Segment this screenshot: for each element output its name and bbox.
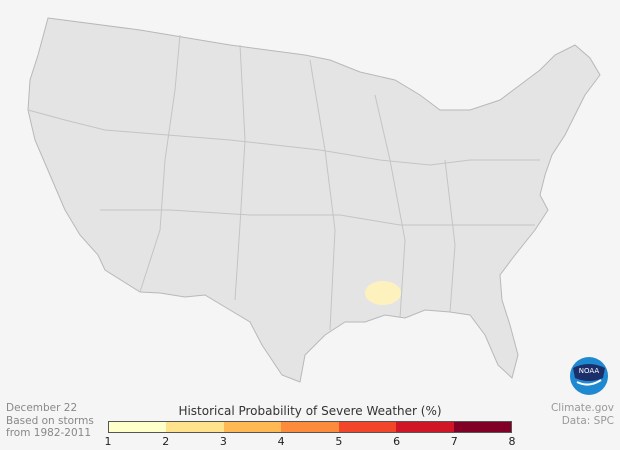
legend-tick: 4 [277,435,285,448]
svg-text:NOAA: NOAA [579,367,600,375]
us-map [27,17,601,383]
legend-swatch-5 [338,422,397,432]
basis-line-2: from 1982-2011 [6,427,92,439]
credit-note: Climate.gov Data: SPC [551,402,614,427]
state-borders [27,34,540,331]
noaa-logo: NOAA [569,356,609,400]
legend-tick: 7 [450,435,458,448]
legend-swatch-1 [109,422,167,432]
credit-label: Climate.gov [550,402,614,414]
legend-tick: 1 [104,435,112,448]
legend-swatch-4 [281,422,339,432]
legend-tick: 6 [393,435,401,448]
legend-swatch-6 [396,422,454,432]
legend-tick: 2 [162,435,170,448]
legend-swatch-7 [453,422,511,432]
probability-area [365,281,401,305]
source-label: Data: SPC [561,414,614,427]
legend-tick: 3 [219,435,227,448]
date-note: December 22 Based on storms from 1982-20… [6,402,94,440]
basis-line-1: Based on storms [6,414,94,427]
legend-tick: 8 [508,435,516,448]
date-label: December 22 [6,402,78,414]
legend-title: Historical Probability of Severe Weather… [178,404,442,418]
legend-swatch-3 [223,422,282,432]
legend-color-bar [108,421,512,433]
legend-tick: 5 [335,435,343,448]
us-landmass [27,17,601,383]
legend-swatch-2 [166,422,224,432]
